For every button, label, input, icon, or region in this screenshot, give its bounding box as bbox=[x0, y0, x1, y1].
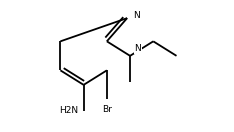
Text: N: N bbox=[133, 11, 140, 20]
Text: H2N: H2N bbox=[59, 107, 78, 116]
Text: N: N bbox=[134, 44, 141, 53]
Text: Br: Br bbox=[102, 105, 112, 114]
